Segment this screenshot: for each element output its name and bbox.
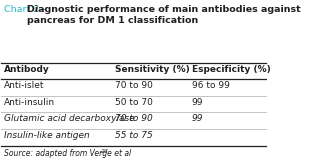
Text: Especificity (%): Especificity (%): [192, 65, 270, 74]
Text: Glutamic acid decarboxylase: Glutamic acid decarboxylase: [4, 114, 135, 123]
Text: Diagnostic performance of main antibodies against
pancreas for DM 1 classificati: Diagnostic performance of main antibodie…: [27, 5, 301, 25]
Text: 99: 99: [192, 114, 203, 123]
Text: 70 to 90: 70 to 90: [115, 81, 153, 90]
Text: Source: adapted from Verge et al: Source: adapted from Verge et al: [4, 149, 131, 158]
Text: 96 to 99: 96 to 99: [192, 81, 230, 90]
Text: 55 to 75: 55 to 75: [115, 131, 153, 140]
Text: 23: 23: [100, 149, 108, 154]
Text: Sensitivity (%): Sensitivity (%): [115, 65, 190, 74]
Text: Anti-insulin: Anti-insulin: [4, 98, 55, 107]
Text: Antibody: Antibody: [4, 65, 50, 74]
Text: 70 to 90: 70 to 90: [115, 114, 153, 123]
Text: Anti-islet: Anti-islet: [4, 81, 45, 90]
Text: Insulin-like antigen: Insulin-like antigen: [4, 131, 90, 140]
Text: Chart 2 -: Chart 2 -: [4, 5, 49, 14]
Text: 99: 99: [192, 98, 203, 107]
Text: 50 to 70: 50 to 70: [115, 98, 153, 107]
